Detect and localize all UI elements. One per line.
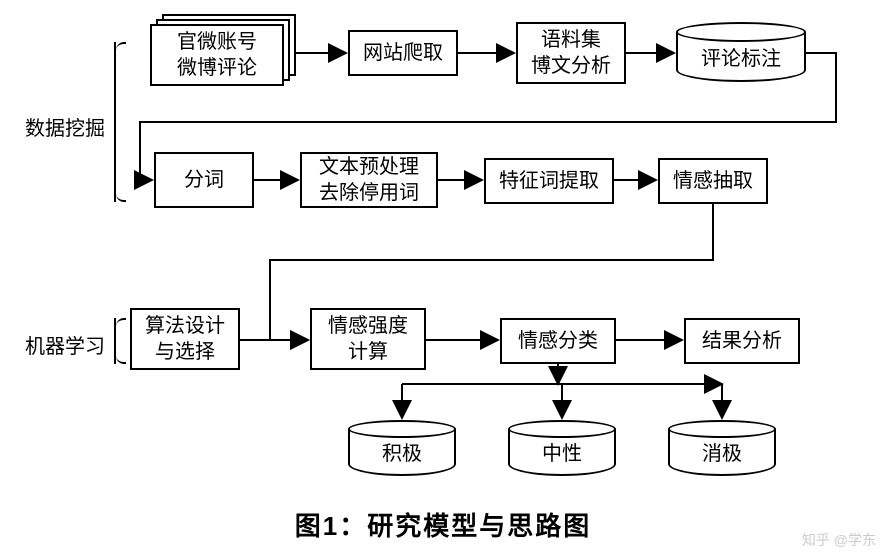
- node-weibo-source: 官微账号 微博评论: [150, 24, 284, 86]
- flowchart-canvas: 数据挖掘 机器学习 官微账号 微博评论 网站爬取 语料集 博文分析 评论标注 分…: [0, 0, 886, 558]
- figure-caption: 图1：研究模型与思路图: [0, 506, 886, 543]
- node-intensity-calc: 情感强度 计算: [310, 308, 426, 370]
- node-positive-label: 积极: [382, 437, 422, 466]
- node-comment-annotation: 评论标注: [676, 22, 806, 82]
- bracket-machine-learning: [114, 318, 116, 364]
- node-corpus-analysis: 语料集 博文分析: [516, 22, 626, 84]
- node-neutral-label: 中性: [542, 437, 582, 466]
- bracket-data-mining: [114, 42, 116, 202]
- node-negative: 消极: [668, 420, 776, 476]
- node-result-analysis: 结果分析: [684, 318, 800, 364]
- node-neutral: 中性: [508, 420, 616, 476]
- node-preprocess: 文本预处理 去除停用词: [300, 152, 438, 208]
- node-sentiment-extract: 情感抽取: [658, 158, 768, 204]
- node-feature-extract: 特征词提取: [484, 158, 614, 204]
- node-comment-annotation-label: 评论标注: [701, 42, 781, 71]
- node-positive: 积极: [348, 420, 456, 476]
- section-label-data-mining: 数据挖掘: [20, 112, 110, 141]
- section-label-machine-learning: 机器学习: [20, 330, 110, 359]
- node-web-crawl: 网站爬取: [348, 30, 458, 76]
- watermark: 知乎 @学东: [802, 530, 876, 550]
- node-tokenize: 分词: [154, 152, 254, 208]
- node-sentiment-classify: 情感分类: [500, 318, 616, 364]
- node-algorithm-design: 算法设计 与选择: [130, 308, 240, 370]
- node-negative-label: 消极: [702, 437, 742, 466]
